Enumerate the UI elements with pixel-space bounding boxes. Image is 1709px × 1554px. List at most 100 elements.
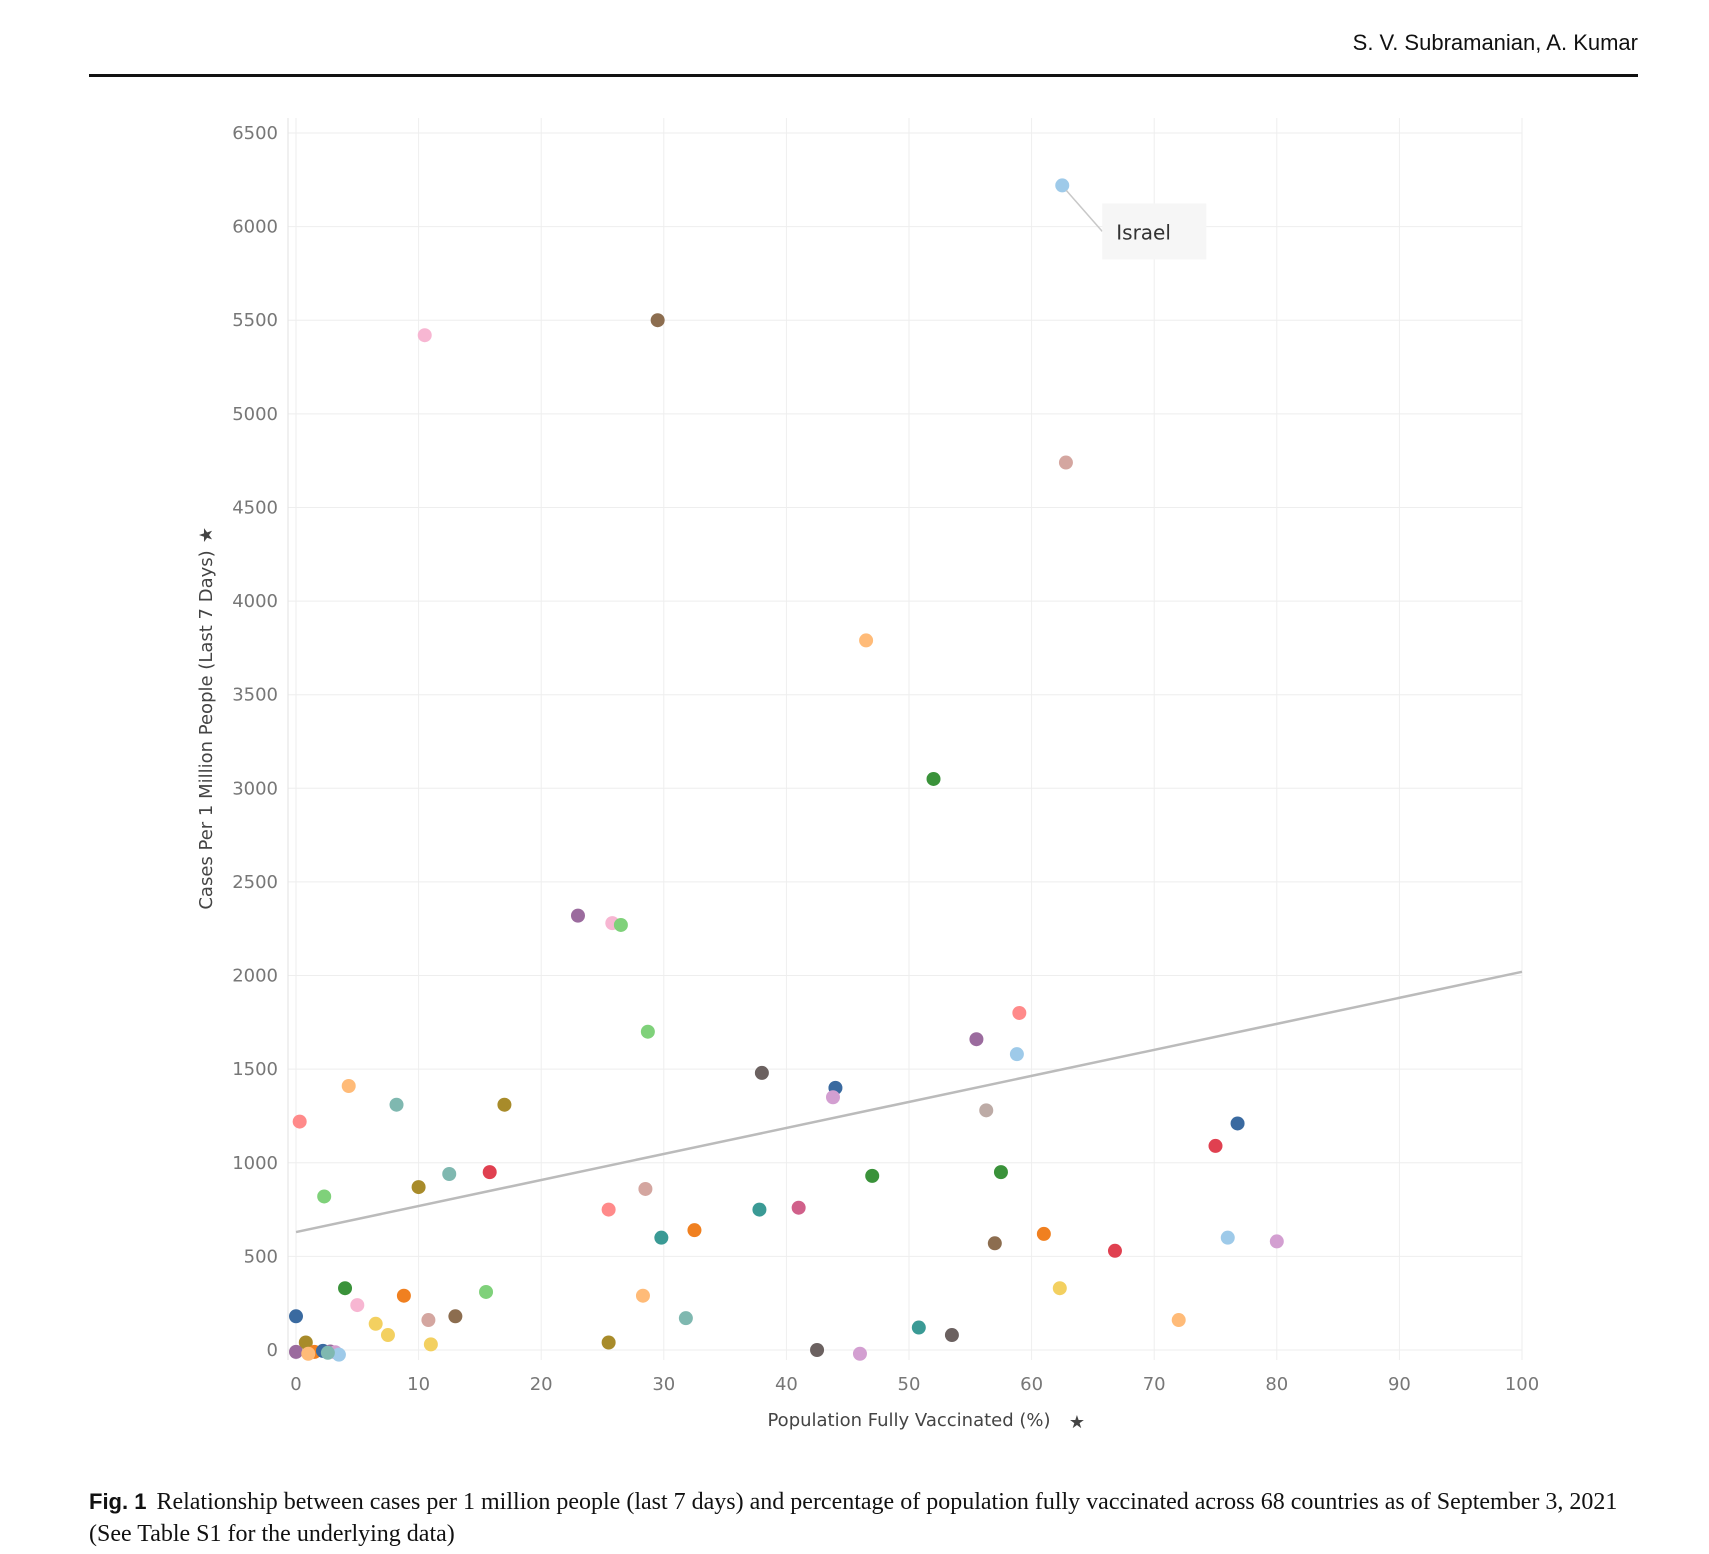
data-point: [1058, 455, 1073, 470]
y-tick-label: 3500: [232, 685, 278, 706]
x-tick-label: 20: [530, 1374, 553, 1395]
data-point: [635, 1288, 650, 1303]
data-point: [320, 1345, 335, 1360]
y-tick-label: 3000: [232, 778, 278, 799]
data-point: [754, 1065, 769, 1080]
data-point: [338, 1281, 353, 1296]
y-tick-label: 5500: [232, 310, 278, 331]
y-tick-label: 2000: [232, 966, 278, 987]
y-tick-label: 4000: [232, 591, 278, 612]
data-point: [852, 1346, 867, 1361]
data-point: [1036, 1226, 1051, 1241]
data-point: [1055, 178, 1070, 193]
data-point: [926, 771, 941, 786]
data-point: [987, 1236, 1002, 1251]
data-point: [448, 1309, 463, 1324]
x-tick-label: 10: [407, 1374, 430, 1395]
data-point: [368, 1316, 383, 1331]
y-axis-title: Cases Per 1 Million People (Last 7 Days): [196, 550, 217, 909]
y-tick-label: 6500: [232, 123, 278, 144]
x-axis-title: Population Fully Vaccinated (%): [767, 1410, 1050, 1431]
data-point: [417, 328, 432, 343]
data-point: [301, 1346, 316, 1361]
x-tick-label: 60: [1020, 1374, 1043, 1395]
data-point: [479, 1284, 494, 1299]
y-tick-label: 500: [244, 1246, 278, 1267]
data-point: [810, 1343, 825, 1357]
data-point: [497, 1097, 512, 1112]
y-tick-label: 1000: [232, 1153, 278, 1174]
grid-layer: [287, 118, 1530, 1360]
axis-titles-layer: Population Fully Vaccinated (%) ★ Cases Pe…: [196, 527, 1085, 1433]
data-point: [638, 1181, 653, 1196]
y-tick-label: 0: [267, 1340, 278, 1361]
data-point: [1220, 1230, 1235, 1245]
data-point: [1052, 1281, 1067, 1296]
data-point: [1269, 1234, 1284, 1249]
x-tick-label: 90: [1388, 1374, 1411, 1395]
y-tick-label: 6000: [232, 217, 278, 238]
y-tick-label: 5000: [232, 404, 278, 425]
data-point: [678, 1311, 693, 1326]
data-point: [1230, 1116, 1245, 1131]
data-point: [601, 1202, 616, 1217]
data-point: [1012, 1005, 1027, 1020]
data-point: [979, 1103, 994, 1118]
data-point: [341, 1079, 356, 1094]
data-point: [350, 1298, 365, 1313]
x-axis-pin-icon: ★: [1069, 1412, 1085, 1433]
data-point: [969, 1032, 984, 1047]
caption-label: Fig. 1: [89, 1489, 147, 1514]
data-point: [411, 1180, 426, 1195]
running-header-author: S. V. Subramanian, A. Kumar: [1352, 30, 1638, 55]
y-tick-label: 2500: [232, 872, 278, 893]
trend-layer: [295, 970, 1523, 1234]
data-point: [825, 1090, 840, 1105]
data-point: [654, 1230, 669, 1245]
data-point: [389, 1097, 404, 1112]
y-tick-label: 1500: [232, 1059, 278, 1080]
x-tick-label: 50: [898, 1374, 921, 1395]
annotation-layer: Israel: [1065, 189, 1207, 260]
data-point: [289, 1344, 303, 1359]
data-point: [640, 1024, 655, 1039]
annotation-box: [1102, 203, 1207, 260]
annotation-leader-line: [1065, 189, 1103, 232]
data-point: [442, 1167, 457, 1182]
figure-caption: Fig. 1 Relationship between cases per 1 m…: [89, 1486, 1638, 1550]
trend-line: [295, 970, 1523, 1234]
data-point: [993, 1165, 1008, 1180]
data-point: [1208, 1138, 1223, 1153]
annotation-label: Israel: [1116, 220, 1171, 244]
header-rule: [89, 74, 1638, 77]
data-point: [791, 1200, 806, 1215]
data-point: [752, 1202, 767, 1217]
x-tick-label: 70: [1143, 1374, 1166, 1395]
y-tick-label: 4500: [232, 497, 278, 518]
data-point: [650, 313, 665, 328]
data-point: [380, 1328, 395, 1343]
data-point: [421, 1313, 436, 1328]
data-point: [687, 1223, 702, 1238]
points-layer: [289, 178, 1284, 1362]
data-point: [865, 1168, 880, 1183]
data-point: [482, 1165, 497, 1180]
data-point: [423, 1337, 438, 1352]
data-point: [613, 917, 628, 932]
data-point: [331, 1347, 346, 1362]
data-point: [911, 1320, 926, 1335]
data-point: [601, 1335, 616, 1350]
x-tick-label: 80: [1265, 1374, 1288, 1395]
data-point: [1009, 1047, 1024, 1062]
caption-text: Relationship between cases per 1 million…: [89, 1489, 1618, 1547]
data-point: [570, 908, 585, 923]
data-point: [292, 1114, 307, 1129]
x-tick-label: 30: [652, 1374, 675, 1395]
x-tick-label: 100: [1505, 1374, 1539, 1395]
data-point: [298, 1335, 313, 1350]
y-axis-pin-icon: ★: [196, 527, 217, 543]
x-tick-label: 0: [290, 1374, 301, 1395]
data-point: [1171, 1313, 1186, 1328]
data-point: [944, 1328, 959, 1343]
